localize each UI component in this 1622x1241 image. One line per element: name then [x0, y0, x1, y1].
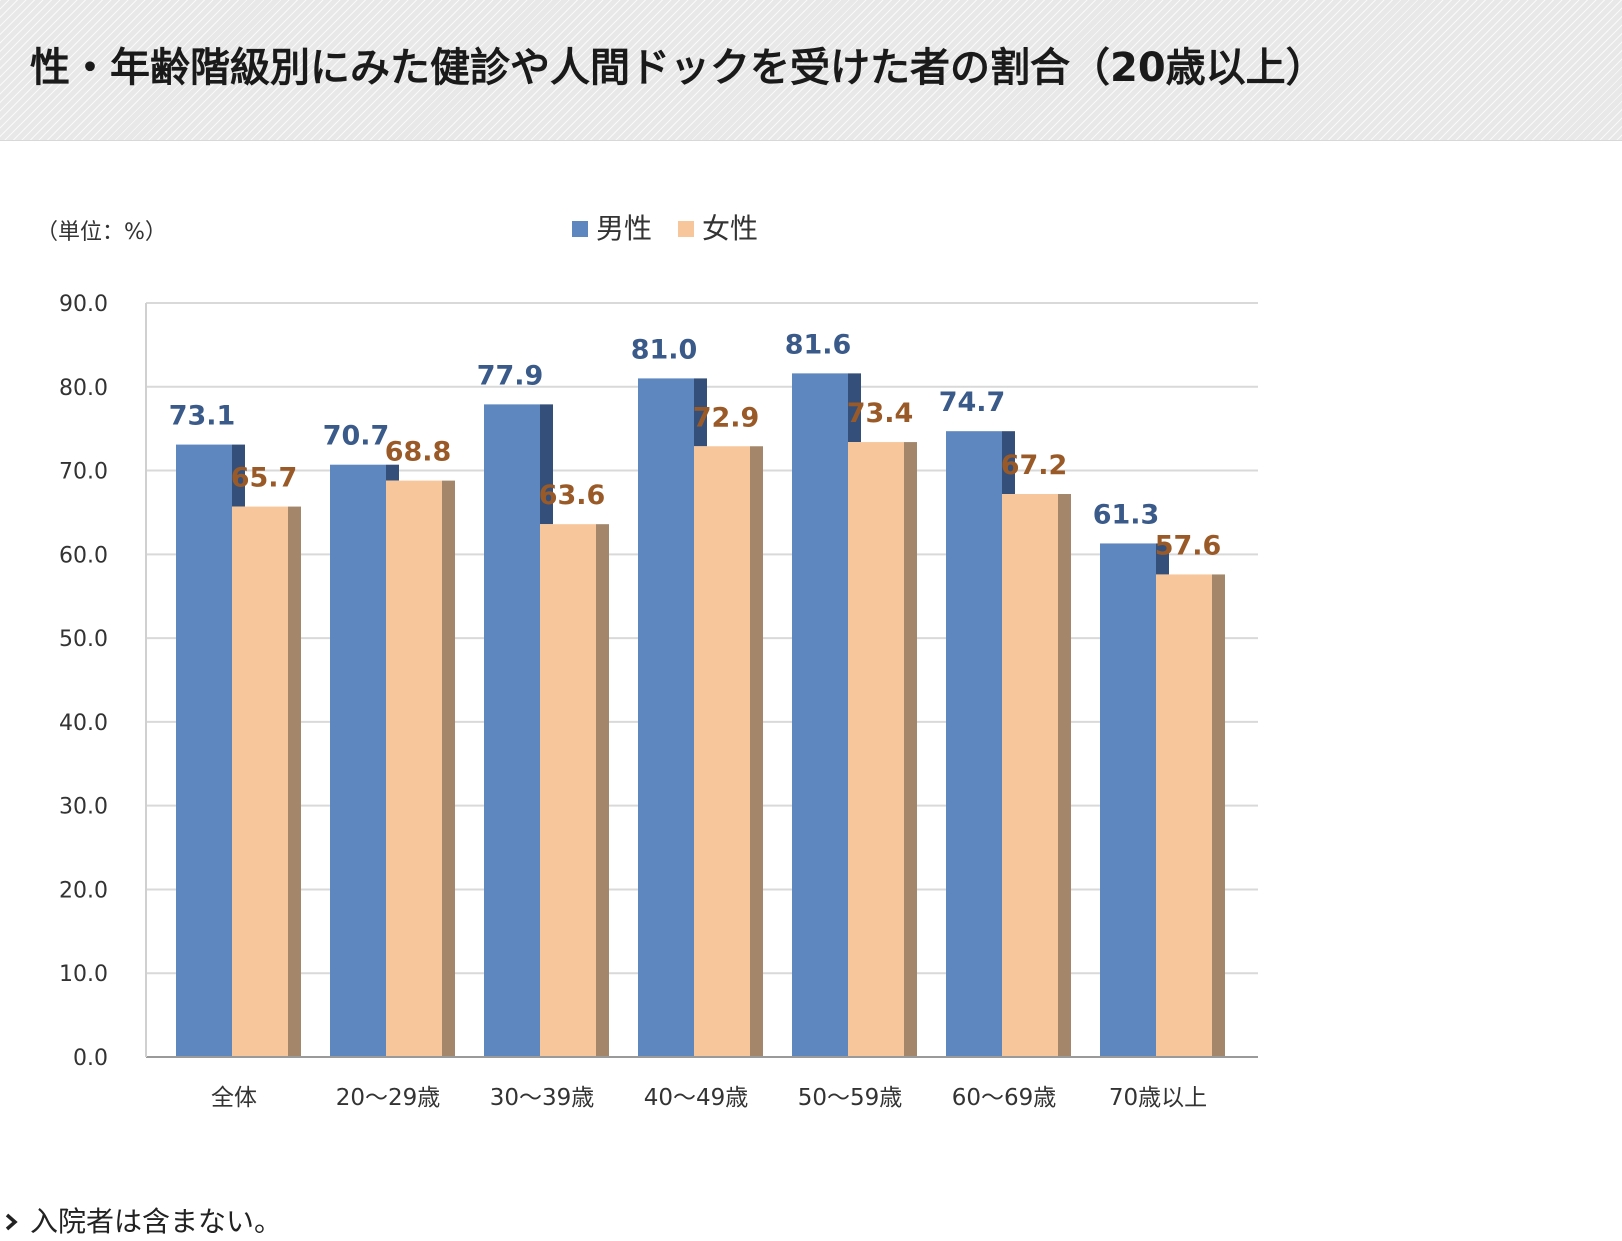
chevron-right-icon — [4, 1205, 24, 1241]
data-label-male: 73.1 — [169, 401, 236, 432]
y-tick-label: 0.0 — [73, 1046, 108, 1071]
bar-side-female — [1212, 574, 1225, 1057]
y-tick-label: 30.0 — [59, 795, 108, 820]
data-label-male: 77.9 — [477, 360, 544, 391]
y-tick-label: 60.0 — [59, 543, 108, 568]
x-tick-label: 60～69歳 — [952, 1085, 1057, 1111]
data-label-female: 65.7 — [231, 463, 298, 494]
bar-female — [1156, 574, 1212, 1057]
bar-female — [386, 480, 442, 1057]
bar-female — [232, 506, 288, 1058]
y-tick-label: 90.0 — [59, 292, 108, 317]
y-tick-label: 50.0 — [59, 627, 108, 652]
bar-chart: （単位：%） 男性 女性 0.0 10.0 20.0 30.0 40.0 50.0 60.0 7… — [36, 212, 1258, 1111]
data-label-male: 81.6 — [785, 329, 852, 360]
legend-label-female: 女性 — [702, 212, 758, 245]
data-label-male: 61.3 — [1093, 499, 1160, 530]
bar-female — [848, 442, 904, 1057]
bar-male — [176, 444, 232, 1057]
data-label-female: 73.4 — [847, 398, 914, 429]
y-axis-ticks: 0.0 10.0 20.0 30.0 40.0 50.0 60.0 70.0 80.0 90.0 — [59, 292, 108, 1071]
x-tick-label: 70歳以上 — [1109, 1085, 1207, 1111]
y-tick-label: 20.0 — [59, 878, 108, 903]
page-header: 性・年齢階級別にみた健診や人間ドックを受けた者の割合（20歳以上） — [0, 0, 1622, 141]
bar-female — [540, 524, 596, 1057]
legend-label-male: 男性 — [596, 212, 652, 245]
legend: 男性 女性 — [572, 212, 758, 245]
bar-side-male — [694, 378, 707, 447]
legend-swatch-male — [572, 221, 588, 237]
bar-side-female — [904, 442, 917, 1057]
bar-male — [946, 431, 1002, 1057]
data-labels: 73.1 65.7 70.768.8 77.9 63.6 81.0 72.9 81.6 73.4… — [169, 329, 1222, 561]
y-tick-label: 70.0 — [59, 460, 108, 485]
footnote-text: 入院者は含まない。 — [30, 1205, 283, 1238]
x-tick-label: 20～29歳 — [336, 1085, 441, 1111]
data-label-male: 70.7 — [323, 421, 390, 452]
x-axis-ticks: 全体 20～29歳 30～39歳 40～49歳 50～59歳 60～69歳 70歳以上 — [211, 1085, 1207, 1111]
bar-side-male — [540, 404, 553, 525]
bar-side-male — [848, 373, 861, 443]
bar-female — [1002, 494, 1058, 1058]
data-label-male: 74.7 — [939, 387, 1006, 418]
page-title: 性・年齢階級別にみた健診や人間ドックを受けた者の割合（20歳以上） — [30, 45, 1326, 91]
bar-side-male — [232, 444, 245, 507]
bar-side-male — [1156, 543, 1169, 575]
footnote: 入院者は含まない。 — [4, 1204, 282, 1240]
x-tick-label: 40～49歳 — [644, 1085, 749, 1111]
bar-male — [484, 404, 540, 1058]
y-tick-label: 10.0 — [59, 962, 108, 987]
x-tick-label: 30～39歳 — [490, 1085, 595, 1111]
data-label-female: 63.6 — [539, 480, 606, 511]
data-label-male: 81.0 — [631, 334, 698, 365]
bar-side-female — [1058, 494, 1071, 1058]
x-tick-label: 50～59歳 — [798, 1085, 903, 1111]
bar-side-female — [596, 524, 609, 1057]
y-tick-label: 80.0 — [59, 376, 108, 401]
bar-female — [694, 446, 750, 1057]
unit-label: （単位：%） — [36, 220, 167, 245]
data-label-female: 67.2 — [1001, 450, 1068, 481]
bar-male — [1100, 543, 1156, 1057]
bar-side-female — [750, 446, 763, 1057]
bar-side-male — [386, 464, 399, 481]
data-label-female: 72.9 — [693, 402, 760, 433]
y-tick-label: 40.0 — [59, 711, 108, 736]
bar-side-male — [1002, 431, 1015, 495]
bar-male — [638, 378, 694, 1057]
x-tick-label: 全体 — [211, 1085, 257, 1111]
bar-side-female — [288, 506, 301, 1058]
data-label-female: 68.8 — [385, 437, 452, 468]
bars — [176, 373, 1225, 1058]
bar-male — [792, 373, 848, 1057]
bar-side-female — [442, 480, 455, 1057]
data-label-female: 57.6 — [1155, 530, 1222, 561]
legend-swatch-female — [678, 221, 694, 237]
bar-male — [330, 464, 386, 1057]
